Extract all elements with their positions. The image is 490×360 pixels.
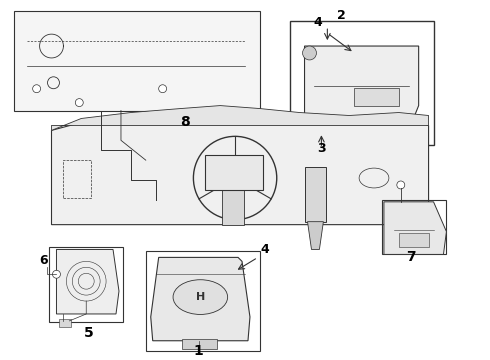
Polygon shape [14, 11, 260, 111]
Polygon shape [384, 202, 446, 255]
Polygon shape [56, 249, 119, 314]
Text: 4: 4 [261, 243, 269, 256]
Bar [146, 251, 260, 351]
Bar [290, 21, 434, 145]
Circle shape [33, 85, 41, 93]
Bar [139, 160, 149, 168]
Text: 7: 7 [406, 250, 416, 264]
Bar [382, 200, 446, 255]
Circle shape [52, 270, 60, 278]
Polygon shape [51, 105, 429, 130]
Polygon shape [51, 111, 429, 225]
Circle shape [75, 99, 83, 107]
Text: 4: 4 [313, 16, 322, 29]
Circle shape [220, 163, 250, 193]
Circle shape [302, 116, 317, 129]
Bar [96, 147, 108, 155]
Text: 8: 8 [181, 116, 190, 130]
Bar [399, 233, 429, 247]
Bar [59, 319, 72, 327]
Bar [222, 178, 244, 225]
Bar [182, 339, 217, 349]
Text: H: H [196, 292, 205, 302]
Circle shape [302, 46, 317, 60]
Polygon shape [305, 46, 418, 130]
Circle shape [397, 181, 405, 189]
Text: 5: 5 [84, 326, 94, 340]
Bar [63, 160, 91, 198]
Text: 3: 3 [317, 142, 326, 155]
Bar [354, 88, 399, 105]
Polygon shape [308, 222, 323, 249]
Circle shape [159, 85, 167, 93]
Bar [49, 247, 123, 322]
Text: 1: 1 [194, 344, 203, 357]
Bar [205, 155, 263, 190]
Text: 6: 6 [39, 255, 48, 267]
Polygon shape [151, 257, 250, 341]
Ellipse shape [173, 280, 228, 314]
Text: 2: 2 [337, 9, 345, 22]
Bar [305, 167, 326, 222]
Bar [149, 180, 159, 188]
